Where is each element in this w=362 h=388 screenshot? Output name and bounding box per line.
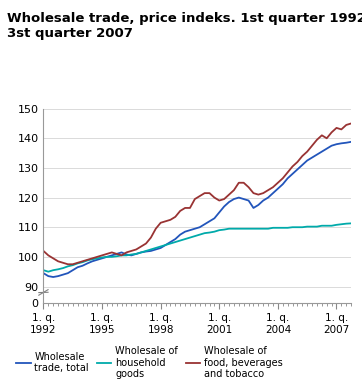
Text: Wholesale trade, price indeks. 1st quarter 1992-
3st quarter 2007: Wholesale trade, price indeks. 1st quart…: [7, 12, 362, 40]
Legend: Wholesale
trade, total, Wholesale of
household
goods, Wholesale of
food, beverag: Wholesale trade, total, Wholesale of hou…: [12, 342, 287, 383]
